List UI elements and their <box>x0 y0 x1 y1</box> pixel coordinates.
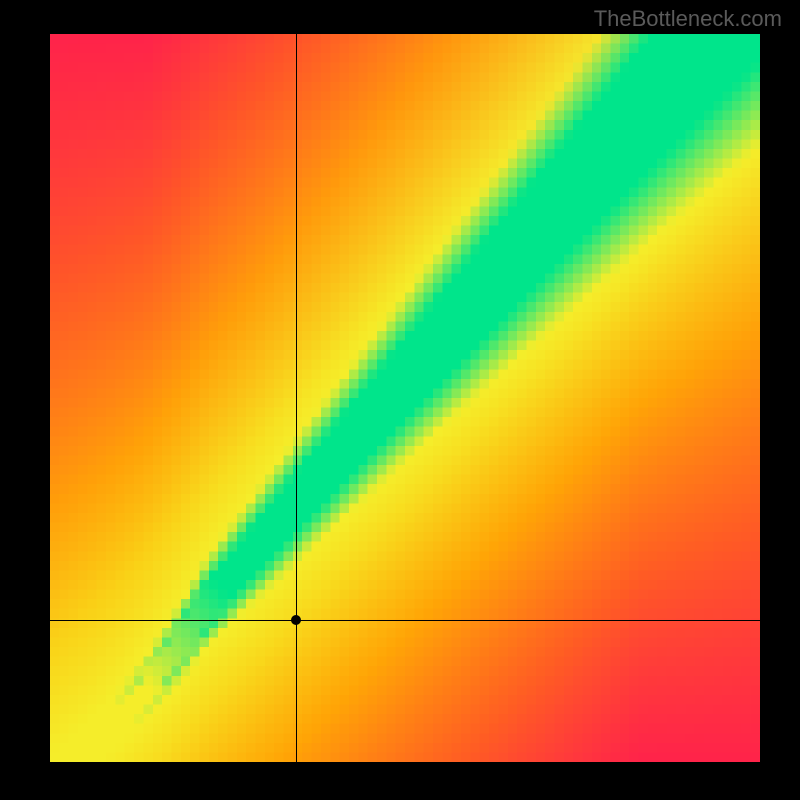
crosshair-vertical <box>296 34 297 762</box>
crosshair-marker <box>291 615 301 625</box>
watermark-text: TheBottleneck.com <box>594 6 782 32</box>
heatmap-plot <box>50 34 760 762</box>
crosshair-horizontal <box>50 620 760 621</box>
heatmap-canvas <box>50 34 760 762</box>
